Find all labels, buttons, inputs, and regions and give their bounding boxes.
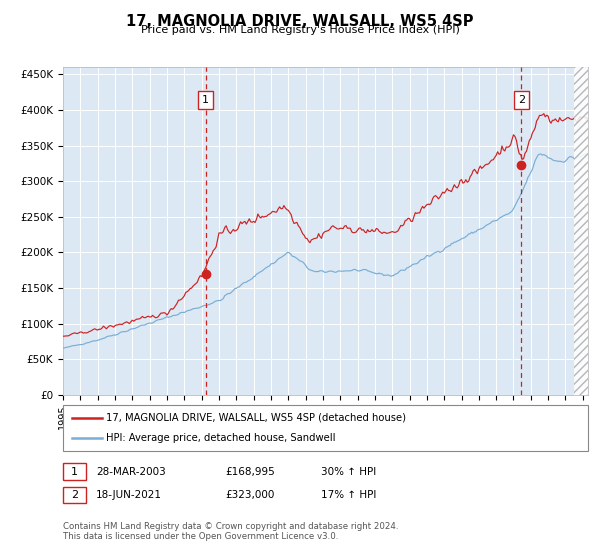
Text: 18-JUN-2021: 18-JUN-2021 [96, 490, 162, 500]
Text: 17, MAGNOLIA DRIVE, WALSALL, WS5 4SP (detached house): 17, MAGNOLIA DRIVE, WALSALL, WS5 4SP (de… [106, 413, 406, 423]
Text: 17% ↑ HPI: 17% ↑ HPI [321, 490, 376, 500]
Text: 1: 1 [71, 466, 78, 477]
Text: 1: 1 [202, 95, 209, 105]
Text: 2: 2 [518, 95, 525, 105]
Text: £168,995: £168,995 [225, 466, 275, 477]
Text: 2: 2 [71, 490, 78, 500]
Text: Contains HM Land Registry data © Crown copyright and database right 2024.
This d: Contains HM Land Registry data © Crown c… [63, 522, 398, 542]
Text: £323,000: £323,000 [225, 490, 274, 500]
Text: Price paid vs. HM Land Registry's House Price Index (HPI): Price paid vs. HM Land Registry's House … [140, 25, 460, 35]
Text: 28-MAR-2003: 28-MAR-2003 [96, 466, 166, 477]
Text: HPI: Average price, detached house, Sandwell: HPI: Average price, detached house, Sand… [106, 433, 336, 443]
Text: 30% ↑ HPI: 30% ↑ HPI [321, 466, 376, 477]
Text: 17, MAGNOLIA DRIVE, WALSALL, WS5 4SP: 17, MAGNOLIA DRIVE, WALSALL, WS5 4SP [126, 14, 474, 29]
